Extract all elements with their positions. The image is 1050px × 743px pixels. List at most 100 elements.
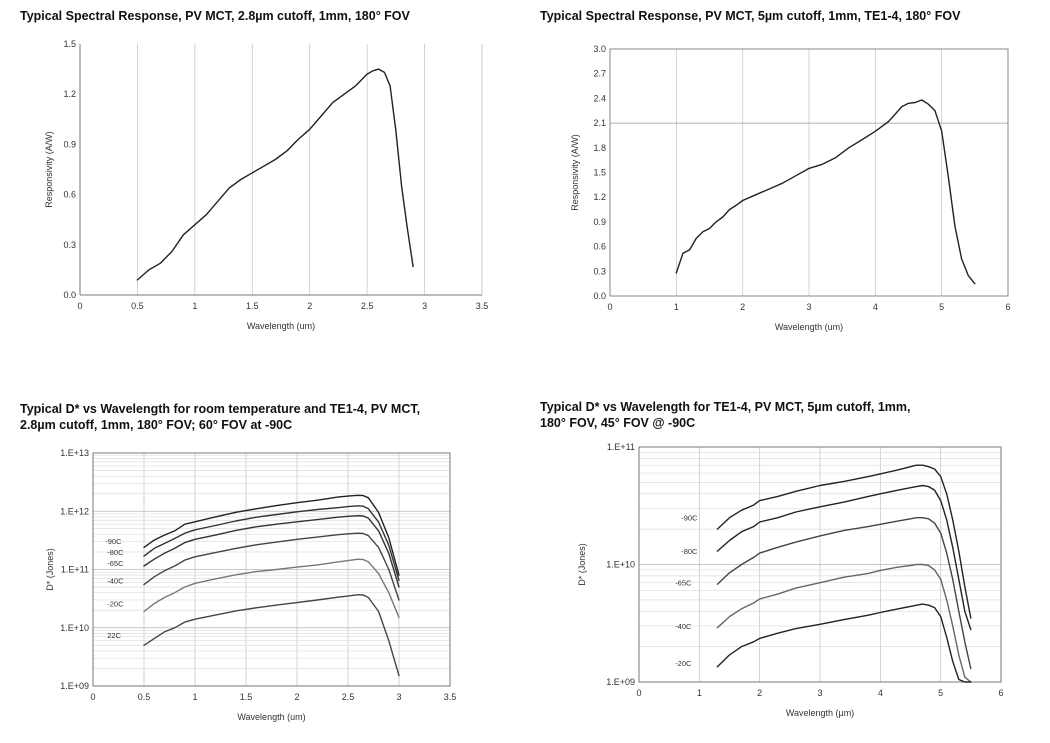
x-tick-label: 0 <box>607 302 612 312</box>
x-tick-label: 0.5 <box>138 692 151 702</box>
chart-2-spectral-response-5um: 0 1 2 3 4 5 6 0.0 0.3 0.6 0.9 1.2 1.5 1.8 2.1 2.4 2.7 3.0… <box>570 44 1011 332</box>
series-group: -90C -80C -65C -40C -20C 22C <box>105 494 400 677</box>
x-tick-labels: 0 0.5 1 1.5 2 2.5 3 3.5 <box>77 301 488 311</box>
y-tick-label: 2.1 <box>593 118 606 128</box>
chart-4-dstar-5um: 0 1 2 3 4 5 6 1.E+09 1.E+10 1.E+11 Wavelength (µm)… <box>577 442 1004 718</box>
series-line <box>675 99 976 285</box>
x-axis-label: Wavelength (um) <box>237 712 305 722</box>
series-label: 22C <box>107 631 121 640</box>
y-tick-label: 1.5 <box>63 39 76 49</box>
grid <box>610 49 1009 296</box>
series-label: -80C <box>107 548 124 557</box>
x-tick-labels: 0 1 2 3 4 5 6 <box>607 302 1010 312</box>
series-label: -65C <box>107 559 124 568</box>
y-tick-label: 1.5 <box>593 168 606 178</box>
y-tick-labels: 0.0 0.3 0.6 0.9 1.2 1.5 <box>63 39 76 300</box>
x-tick-label: 3 <box>396 692 401 702</box>
y-tick-label: 1.E+11 <box>61 565 89 575</box>
y-tick-label: 0.6 <box>593 242 606 252</box>
y-tick-label: 1.E+10 <box>60 623 89 633</box>
y-tick-label: 2.7 <box>593 69 606 79</box>
x-tick-label: 1 <box>697 688 702 698</box>
chart-3-title: Typical D* vs Wavelength for room temper… <box>20 401 420 433</box>
x-tick-label: 5 <box>939 302 944 312</box>
series-label: -90C <box>105 537 122 546</box>
series-line <box>143 494 400 576</box>
plot-frame <box>92 452 451 687</box>
y-tick-labels: 1.E+09 1.E+10 1.E+11 <box>606 442 635 687</box>
series-group <box>136 68 414 281</box>
x-tick-label: 1 <box>192 301 197 311</box>
series-group <box>675 99 976 285</box>
series-line <box>716 563 972 683</box>
y-axis-label: Responsivity (A/W) <box>570 134 580 211</box>
y-tick-label: 0.3 <box>593 266 606 276</box>
chart-4-title: Typical D* vs Wavelength for TE1-4, PV M… <box>540 399 910 431</box>
x-axis-label: Wavelength (um) <box>775 322 843 332</box>
y-axis-label: D* (Jones) <box>577 543 587 586</box>
chart-1-spectral-response-2p8um: 0 0.5 1 1.5 2 2.5 3 3.5 0.0 0.3 0.6 0.9 1.2 1.5 Wavele… <box>44 39 488 331</box>
x-tick-label: 1 <box>674 302 679 312</box>
y-tick-label: 0.3 <box>63 240 76 250</box>
x-tick-label: 3.5 <box>476 301 489 311</box>
x-tick-label: 2.5 <box>342 692 355 702</box>
x-tick-label: 0.5 <box>131 301 144 311</box>
series-line <box>136 68 414 281</box>
y-tick-label: 1.2 <box>63 89 76 99</box>
grid <box>137 44 483 295</box>
y-tick-label: 3.0 <box>593 44 606 54</box>
chart-3-title-line-2: 2.8µm cutoff, 1mm, 180° FOV; 60° FOV at … <box>20 418 293 432</box>
series-label: -40C <box>675 622 692 631</box>
y-tick-label: 1.E+09 <box>606 677 635 687</box>
grid <box>639 447 1002 682</box>
series-label: -20C <box>675 659 692 668</box>
plot-frame <box>638 446 1002 683</box>
x-tick-label: 1.5 <box>246 301 259 311</box>
y-tick-labels: 1.E+09 1.E+10 1.E+11 1.E+12 1.E+13 <box>60 448 89 691</box>
x-axis-label: Wavelength (um) <box>247 321 315 331</box>
y-tick-label: 1.E+13 <box>60 448 89 458</box>
series-label: -20C <box>107 600 124 609</box>
chart-1-title: Typical Spectral Response, PV MCT, 2.8µm… <box>20 9 410 23</box>
series-label: -65C <box>675 579 692 588</box>
series-line <box>143 558 400 619</box>
x-tick-label: 6 <box>998 688 1003 698</box>
plot-frame <box>609 48 1009 297</box>
x-tick-labels: 0 0.5 1 1.5 2 2.5 3 3.5 <box>90 692 456 702</box>
y-tick-labels: 0.0 0.3 0.6 0.9 1.2 1.5 1.8 2.1 2.4 2.7 3.0 <box>593 44 606 301</box>
series-line <box>716 603 972 683</box>
x-tick-label: 2 <box>294 692 299 702</box>
series-label: -90C <box>681 514 698 523</box>
series-line <box>716 484 972 631</box>
y-tick-label: 2.4 <box>593 93 606 103</box>
chart-2-title: Typical Spectral Response, PV MCT, 5µm c… <box>540 9 961 23</box>
x-tick-label: 3.5 <box>444 692 457 702</box>
series-line <box>716 464 972 619</box>
y-tick-label: 0.9 <box>63 139 76 149</box>
chart-3-title-line-1: Typical D* vs Wavelength for room temper… <box>20 402 421 416</box>
x-tick-label: 2 <box>740 302 745 312</box>
chart-3-dstar-2p8um: 0 0.5 1 1.5 2 2.5 3 3.5 1.E+09 1.E+10 1.E+11 1.E+12… <box>45 448 456 722</box>
x-tick-label: 1 <box>192 692 197 702</box>
y-tick-label: 0.6 <box>63 190 76 200</box>
x-tick-label: 4 <box>873 302 878 312</box>
y-tick-label: 1.E+11 <box>607 442 635 452</box>
chart-4-title-line-1: Typical D* vs Wavelength for TE1-4, PV M… <box>540 400 911 414</box>
y-tick-label: 1.E+09 <box>60 681 89 691</box>
y-tick-label: 0.0 <box>593 291 606 301</box>
series-line <box>143 505 400 582</box>
x-tick-label: 0 <box>77 301 82 311</box>
series-label: -80C <box>681 547 698 556</box>
x-tick-label: 3 <box>817 688 822 698</box>
series-line <box>143 593 400 677</box>
series-line <box>143 532 400 601</box>
x-tick-label: 0 <box>90 692 95 702</box>
series-line <box>143 514 400 588</box>
y-axis-label: D* (Jones) <box>45 548 55 591</box>
x-tick-labels: 0 1 2 3 4 5 6 <box>636 688 1003 698</box>
x-tick-label: 3 <box>806 302 811 312</box>
x-tick-label: 6 <box>1005 302 1010 312</box>
series-line <box>716 516 972 670</box>
chart-4-title-line-2: 180° FOV, 45° FOV @ -90C <box>540 416 696 430</box>
y-tick-label: 1.2 <box>593 192 606 202</box>
